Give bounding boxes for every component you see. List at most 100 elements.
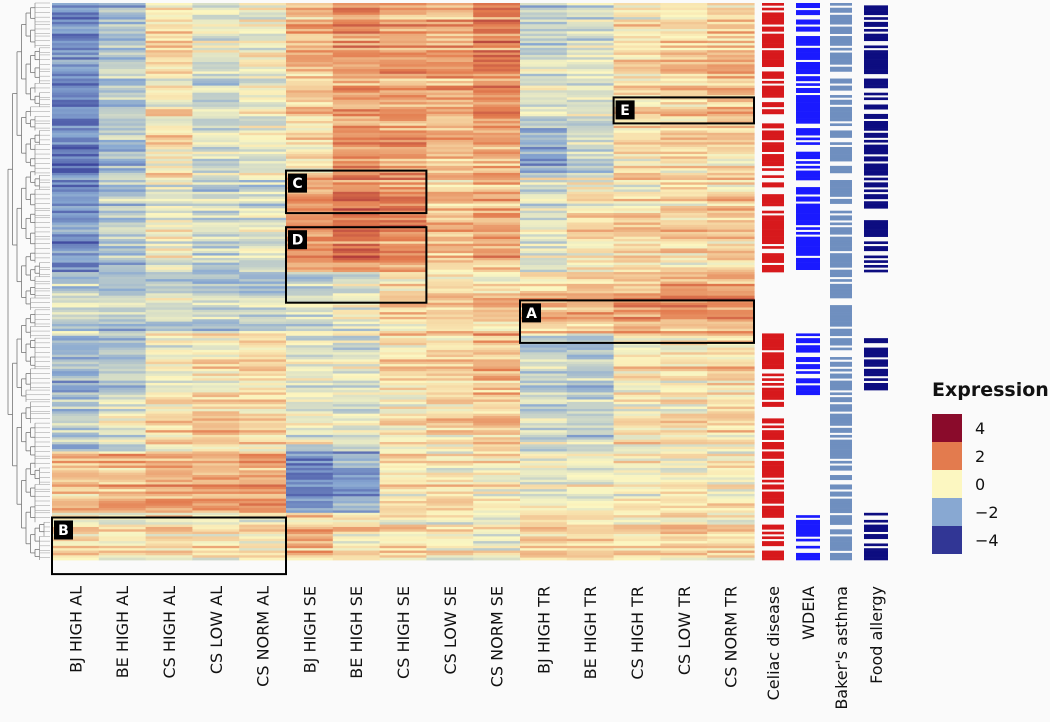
heatmap-cell — [566, 441, 615, 445]
heatmap-cell — [426, 248, 474, 252]
heatmap-cell — [52, 40, 100, 44]
annotation-mark — [796, 257, 820, 261]
heatmap-cell — [707, 125, 755, 129]
heatmap-cell — [52, 430, 100, 433]
heatmap-cell — [98, 456, 147, 459]
heatmap-cell — [52, 227, 100, 230]
heatmap-cell — [426, 408, 474, 412]
heatmap-cell — [660, 543, 708, 547]
heatmap-cell — [145, 345, 193, 348]
heatmap-cell — [332, 413, 381, 417]
heatmap-cell — [566, 493, 615, 497]
annotation-mark — [830, 340, 852, 344]
heatmap-cell — [520, 95, 568, 98]
heatmap-cell — [52, 130, 100, 134]
heatmap-cell — [286, 498, 334, 502]
heatmap-cell — [286, 413, 334, 417]
heatmap-cell — [98, 498, 147, 502]
heatmap-cell — [707, 52, 755, 56]
heatmap-cell — [192, 196, 240, 200]
heatmap-cell — [332, 146, 381, 150]
heatmap-cell — [52, 529, 100, 533]
heatmap-cell — [239, 385, 287, 389]
heatmap-cell — [286, 213, 334, 216]
annotation-mark — [830, 331, 852, 334]
heatmap-cell — [192, 538, 240, 542]
heatmap-cell — [613, 220, 661, 223]
heatmap-cell — [332, 364, 381, 367]
heatmap-cell — [613, 458, 661, 462]
heatmap-cell — [426, 380, 474, 384]
heatmap-cell — [473, 203, 521, 207]
heatmap-cell — [660, 168, 708, 171]
heatmap-cell — [613, 132, 661, 136]
annotation-mark — [830, 38, 852, 42]
heatmap-cell — [52, 298, 100, 301]
heatmap-cell — [145, 408, 193, 412]
heatmap-cell — [473, 17, 521, 20]
heatmap-cell — [145, 333, 193, 337]
heatmap-cell — [192, 281, 240, 285]
heatmap-cell — [707, 512, 755, 516]
heatmap-cell — [379, 85, 427, 89]
annotation-mark — [796, 52, 820, 56]
heatmap-cell — [660, 307, 708, 311]
heatmap-cell — [473, 109, 521, 112]
heatmap-cell — [332, 361, 381, 365]
heatmap-cell — [98, 510, 147, 514]
heatmap-cell — [660, 515, 708, 518]
heatmap-cell — [239, 552, 287, 556]
heatmap-cell — [426, 123, 474, 127]
annotation-mark — [762, 184, 784, 188]
annotation-mark — [762, 156, 784, 160]
annotation-mark — [796, 555, 820, 558]
heatmap-cell — [520, 411, 568, 415]
heatmap-cell — [426, 222, 474, 226]
heatmap-cell — [332, 40, 381, 44]
heatmap-cell — [520, 314, 568, 318]
heatmap-cell — [660, 102, 708, 105]
heatmap-cell — [98, 168, 147, 171]
heatmap-cell — [613, 309, 661, 313]
heatmap-cell — [473, 3, 521, 6]
heatmap-cell — [52, 73, 100, 77]
heatmap-cell — [473, 489, 521, 492]
annotation-mark — [762, 498, 784, 502]
heatmap-cell — [520, 276, 568, 280]
heatmap-cell — [286, 191, 334, 195]
heatmap-cell — [613, 50, 661, 53]
heatmap-cell — [379, 194, 427, 197]
heatmap-cell — [660, 19, 708, 23]
heatmap-cell — [239, 399, 287, 403]
heatmap-cell — [332, 196, 381, 200]
heatmap-cell — [52, 33, 100, 37]
heatmap-cell — [426, 434, 474, 438]
annotation-mark — [830, 151, 852, 155]
heatmap-cell — [52, 496, 100, 500]
heatmap-cell — [332, 217, 381, 221]
heatmap-cell — [473, 62, 521, 65]
heatmap-cell — [613, 522, 661, 525]
heatmap-cell — [52, 224, 100, 228]
heatmap-cell — [566, 132, 615, 136]
heatmap-cell — [660, 113, 708, 117]
annotation-mark — [864, 352, 888, 355]
heatmap-cell — [239, 210, 287, 214]
heatmap-cell — [660, 64, 708, 68]
heatmap-cell — [192, 54, 240, 58]
heatmap-cell — [473, 463, 521, 466]
annotation-mark — [830, 501, 852, 504]
annotation-mark — [762, 123, 784, 127]
heatmap-cell — [520, 548, 568, 551]
heatmap-cell — [707, 92, 755, 96]
heatmap-cell — [145, 92, 193, 96]
heatmap-cell — [566, 12, 615, 16]
heatmap-cell — [286, 298, 334, 301]
heatmap-cell — [239, 434, 287, 438]
annotation-mark — [830, 85, 852, 89]
heatmap-cell — [426, 66, 474, 70]
annotation-mark — [830, 312, 852, 315]
heatmap-cell — [473, 116, 521, 120]
heatmap-cell — [707, 142, 755, 146]
heatmap-cell — [613, 451, 661, 455]
